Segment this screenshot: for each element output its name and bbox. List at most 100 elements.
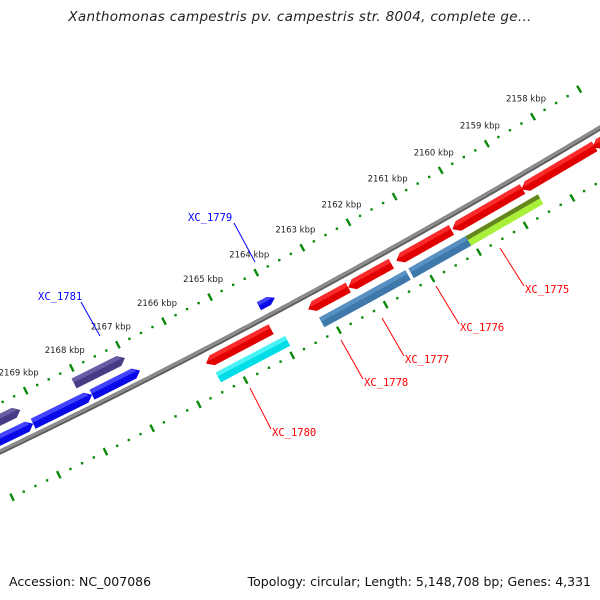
upper-ruler-minor-tick bbox=[278, 258, 281, 262]
gene-blue-highlight bbox=[0, 421, 30, 439]
upper-ruler-minor-tick bbox=[520, 122, 523, 125]
upper-ruler-minor-tick bbox=[174, 313, 177, 317]
upper-ruler-minor-tick bbox=[139, 331, 143, 335]
gene-label-xc1776[interactable]: XC_1776 bbox=[460, 322, 504, 334]
gene-label-leader bbox=[435, 285, 460, 325]
upper-ruler-minor-tick bbox=[59, 372, 62, 375]
lower-ruler-major-tick bbox=[102, 447, 109, 456]
upper-ruler-minor-tick bbox=[370, 208, 373, 211]
gene-blue[interactable] bbox=[89, 368, 140, 400]
lower-ruler-minor-tick bbox=[115, 444, 119, 448]
upper-ruler-minor-tick bbox=[12, 395, 16, 398]
upper-ruler-minor-tick bbox=[220, 289, 223, 293]
lower-ruler-minor-tick bbox=[186, 409, 189, 412]
gene-xc1778-highlight bbox=[319, 294, 364, 322]
upper-ruler-major-tick bbox=[345, 218, 352, 227]
lower-ruler-major-tick bbox=[335, 326, 342, 335]
lower-ruler-major-tick bbox=[522, 221, 529, 230]
ruler-label: 2159 kbp bbox=[460, 122, 500, 132]
upper-ruler-minor-tick bbox=[428, 175, 431, 179]
upper-ruler-minor-tick bbox=[462, 155, 466, 159]
gene-label-leader bbox=[80, 301, 101, 337]
upper-ruler-major-tick bbox=[391, 192, 398, 201]
lower-ruler-minor-tick bbox=[127, 438, 131, 442]
upper-ruler-minor-tick bbox=[451, 162, 454, 165]
gene-xc1780-highlight bbox=[215, 336, 288, 377]
lower-ruler-minor-tick bbox=[174, 415, 177, 418]
lower-ruler-minor-tick bbox=[454, 264, 457, 267]
lower-ruler-minor-tick bbox=[267, 366, 271, 369]
upper-ruler-minor-tick bbox=[47, 378, 50, 381]
upper-ruler-minor-tick bbox=[289, 252, 293, 256]
gene-label-leader bbox=[499, 247, 525, 287]
lower-ruler-major-tick bbox=[149, 424, 156, 433]
lower-ruler-minor-tick bbox=[279, 360, 282, 363]
lower-ruler-minor-tick bbox=[92, 456, 95, 459]
lower-ruler-minor-tick bbox=[80, 462, 84, 465]
lower-ruler-minor-tick bbox=[34, 484, 37, 488]
upper-ruler-major-tick bbox=[483, 139, 490, 148]
lower-ruler-major-tick bbox=[289, 351, 296, 360]
gene-xc1781[interactable] bbox=[71, 356, 125, 389]
lower-ruler-major-tick bbox=[475, 248, 483, 257]
upper-ruler-major-tick bbox=[253, 268, 260, 277]
upper-ruler-minor-tick bbox=[416, 182, 419, 185]
gene-red-highlight bbox=[524, 141, 595, 187]
upper-ruler-minor-tick bbox=[266, 265, 269, 268]
lower-ruler-major-tick bbox=[195, 400, 202, 409]
lower-ruler-minor-tick bbox=[256, 372, 259, 376]
ruler-label: 2165 kbp bbox=[183, 275, 223, 285]
lower-ruler-minor-tick bbox=[501, 237, 504, 240]
upper-ruler-minor-tick bbox=[93, 355, 97, 358]
upper-ruler-minor-tick bbox=[35, 383, 39, 387]
upper-ruler-minor-tick bbox=[474, 149, 477, 152]
upper-ruler-minor-tick bbox=[185, 307, 189, 311]
gene-label-leader bbox=[340, 339, 364, 380]
lower-ruler-minor-tick bbox=[547, 210, 551, 213]
gene-label-xc1780[interactable]: XC_1780 bbox=[272, 427, 316, 439]
upper-ruler-minor-tick bbox=[151, 325, 154, 329]
lower-ruler-minor-tick bbox=[45, 479, 49, 482]
upper-ruler-minor-tick bbox=[324, 233, 327, 237]
upper-ruler-major-tick bbox=[161, 316, 167, 326]
upper-ruler-minor-tick bbox=[128, 337, 131, 341]
lower-ruler-minor-tick bbox=[162, 421, 166, 424]
lower-ruler-minor-tick bbox=[442, 270, 446, 274]
upper-ruler-major-tick bbox=[576, 85, 583, 94]
ruler-label: 2168 kbp bbox=[45, 346, 85, 356]
gene-blue[interactable] bbox=[30, 392, 93, 429]
gene-xc1779-highlight bbox=[256, 297, 272, 306]
upper-ruler-major-tick bbox=[207, 292, 214, 302]
upper-ruler-minor-tick bbox=[197, 301, 200, 305]
lower-ruler-minor-tick bbox=[326, 335, 329, 338]
lower-ruler-major-tick bbox=[429, 274, 436, 283]
ruler-label: 2169 kbp bbox=[0, 369, 39, 379]
gene-label-xc1775[interactable]: XC_1775 bbox=[525, 284, 569, 296]
gene-label-xc1781[interactable]: XC_1781 bbox=[38, 291, 82, 303]
upper-ruler-minor-tick bbox=[358, 214, 362, 218]
gene-blue[interactable] bbox=[0, 421, 34, 450]
upper-ruler-major-tick bbox=[115, 340, 121, 349]
gene-label-xc1777[interactable]: XC_1777 bbox=[405, 354, 449, 366]
gene-label-xc1778[interactable]: XC_1778 bbox=[364, 377, 408, 389]
ruler-label: 2163 kbp bbox=[275, 226, 315, 236]
upper-ruler-major-tick bbox=[437, 166, 444, 175]
gene-xc1776-highlight bbox=[408, 235, 470, 273]
lower-ruler-minor-tick bbox=[466, 257, 469, 261]
upper-ruler-major-tick bbox=[68, 363, 75, 373]
upper-ruler-minor-tick bbox=[508, 129, 512, 132]
lower-ruler-minor-tick bbox=[361, 316, 364, 319]
gene-label-xc1779[interactable]: XC_1779 bbox=[188, 212, 232, 224]
lower-ruler-minor-tick bbox=[512, 230, 516, 234]
ruler-label: 2166 kbp bbox=[137, 299, 177, 309]
ruler-label: 2164 kbp bbox=[229, 251, 269, 261]
upper-ruler-minor-tick bbox=[381, 201, 385, 205]
lower-ruler-minor-tick bbox=[536, 217, 539, 220]
gene-red-highlight bbox=[595, 136, 600, 145]
page-title: Xanthomonas campestris pv. campestris st… bbox=[68, 9, 532, 25]
upper-ruler-minor-tick bbox=[105, 349, 108, 352]
genome-backbone-shadow bbox=[0, 125, 600, 455]
genome-summary-text: Topology: circular; Length: 5,148,708 bp… bbox=[247, 574, 591, 589]
gene-purple-highlight bbox=[0, 407, 17, 419]
